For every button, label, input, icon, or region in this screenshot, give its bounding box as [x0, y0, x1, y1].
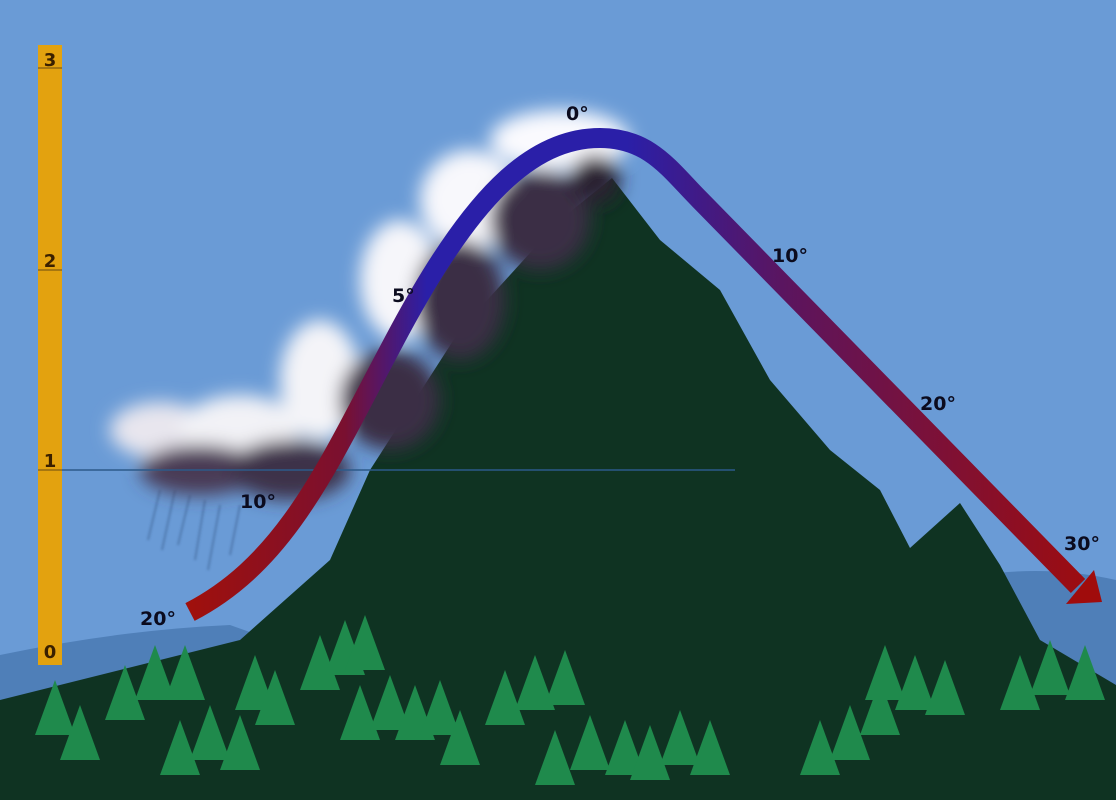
tree-icon: [255, 670, 295, 725]
tree-icon: [830, 705, 870, 760]
tree-icon: [370, 675, 410, 730]
temp-windward-base: 20°: [140, 608, 176, 630]
scale-tick-1: 1: [44, 451, 57, 472]
temp-leeward-upper: 10°: [772, 245, 808, 267]
tree-icon: [440, 710, 480, 765]
tree-icon: [300, 635, 340, 690]
temp-windward-mid: 5°: [392, 285, 415, 307]
scale-tick-0: 0: [44, 642, 57, 663]
tree-icon: [895, 655, 935, 710]
tree-icon: [545, 650, 585, 705]
tree-icon: [165, 645, 205, 700]
tree-icon: [630, 725, 670, 780]
tree-icon: [865, 645, 905, 700]
tree-icon: [340, 685, 380, 740]
tree-icon: [925, 660, 965, 715]
tree-icon: [860, 680, 900, 735]
tree-icon: [420, 680, 460, 735]
height-scale: 3 2 1 0: [38, 45, 62, 665]
temp-summit: 0°: [566, 103, 589, 125]
temp-leeward-mid: 20°: [920, 393, 956, 415]
tree-icon: [60, 705, 100, 760]
tree-icon: [800, 720, 840, 775]
tree-icon: [605, 720, 645, 775]
tree-icon: [135, 645, 175, 700]
tree-icon: [1000, 655, 1040, 710]
temp-condensation-level: 10°: [240, 491, 276, 513]
trees: [35, 615, 1105, 785]
tree-icon: [220, 715, 260, 770]
tree-icon: [515, 655, 555, 710]
tree-icon: [1030, 640, 1070, 695]
tree-icon: [570, 715, 610, 770]
tree-icon: [35, 680, 75, 735]
tree-icon: [105, 665, 145, 720]
tree-icon: [485, 670, 525, 725]
rain: [147, 489, 241, 571]
tree-icon: [660, 710, 700, 765]
tree-icon: [345, 615, 385, 670]
tree-icon: [690, 720, 730, 775]
scale-tick-2: 2: [44, 251, 57, 272]
arrow-head-icon: [1066, 570, 1102, 604]
temp-leeward-base: 30°: [1064, 533, 1100, 555]
mountain: [0, 178, 1116, 800]
tree-icon: [160, 720, 200, 775]
scale-tick-3: 3: [44, 50, 57, 71]
tree-icon: [235, 655, 275, 710]
air-flow-arrow: [185, 127, 1086, 621]
tree-icon: [190, 705, 230, 760]
tree-icon: [535, 730, 575, 785]
tree-icon: [1065, 645, 1105, 700]
